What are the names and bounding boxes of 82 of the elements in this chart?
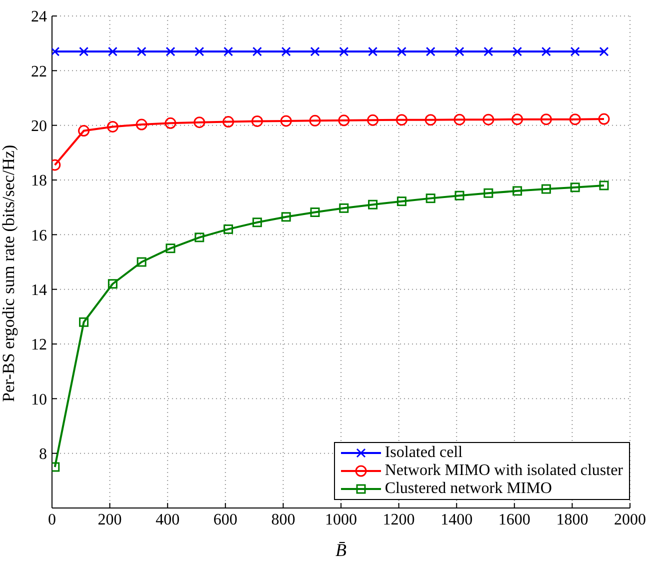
point [599, 46, 609, 56]
point [222, 116, 234, 128]
point [512, 114, 524, 126]
x-tick-label: 600 [213, 511, 238, 528]
point [426, 194, 436, 204]
point [310, 46, 320, 56]
point [106, 120, 118, 132]
point [251, 115, 263, 127]
point [570, 182, 580, 192]
point [338, 114, 350, 126]
point [136, 118, 148, 130]
point [224, 224, 234, 234]
x-tick-label: 400 [156, 511, 180, 528]
y-tick-label: 20 [31, 118, 47, 136]
point [79, 317, 89, 327]
point [569, 114, 581, 126]
point [570, 46, 580, 56]
y-tick-label: 14 [31, 282, 47, 300]
point [396, 196, 406, 206]
point [339, 46, 349, 56]
point [310, 208, 320, 218]
x-axis-title: B̄ [336, 540, 346, 560]
x-tick-label: 200 [98, 511, 122, 528]
point [166, 46, 176, 56]
point [454, 46, 464, 56]
point [484, 188, 494, 198]
point [339, 203, 349, 213]
point [368, 46, 378, 56]
point [280, 115, 292, 127]
y-tick-label: 24 [31, 8, 47, 26]
point [309, 114, 321, 126]
point [108, 46, 118, 56]
point [252, 218, 262, 228]
y-tick-label: 8 [39, 446, 47, 464]
legend-label: Clustered network MIMO [384, 480, 552, 498]
point [166, 244, 176, 254]
point [368, 200, 378, 210]
point [194, 232, 204, 242]
legend-label: Network MIMO with isolated cluster [384, 462, 623, 480]
point [598, 113, 610, 125]
y-tick-label: 10 [31, 391, 47, 408]
y-tick-label: 16 [31, 227, 47, 244]
x-tick-label: 0 [48, 511, 56, 528]
point [78, 125, 90, 137]
point [599, 180, 609, 190]
x-tick-label: 800 [271, 511, 296, 528]
point [482, 114, 494, 126]
point [512, 186, 522, 196]
point [136, 46, 146, 56]
point [281, 212, 291, 222]
point [454, 190, 464, 200]
point [79, 46, 89, 56]
y-tick-label: 12 [31, 336, 47, 354]
point [252, 46, 262, 56]
legend-label: Isolated cell [384, 444, 463, 462]
point [541, 184, 551, 194]
y-tick-label: 18 [31, 172, 47, 190]
y-tick-label: 22 [31, 63, 47, 80]
point [367, 114, 379, 126]
y-axis-title: Per-BS ergodic sum rate (bits/sec/Hz) [0, 144, 18, 402]
point [424, 114, 436, 126]
point [224, 46, 234, 56]
point [426, 46, 436, 56]
point [396, 46, 406, 56]
point [484, 46, 494, 56]
point [194, 46, 204, 56]
x-tick-label: 1600 [498, 511, 530, 528]
point [454, 114, 466, 126]
point [540, 114, 552, 126]
x-tick-label: 1400 [440, 511, 473, 528]
x-tick-label: 2000 [614, 511, 646, 528]
point [281, 46, 291, 56]
point [512, 46, 522, 56]
x-tick-label: 1800 [556, 511, 588, 528]
point [396, 114, 408, 126]
point [136, 257, 146, 267]
x-tick-label: 1000 [325, 511, 357, 528]
x-tick-label: 1200 [382, 511, 415, 528]
point [108, 279, 118, 289]
point [164, 117, 176, 129]
point [541, 46, 551, 56]
point [194, 116, 206, 128]
